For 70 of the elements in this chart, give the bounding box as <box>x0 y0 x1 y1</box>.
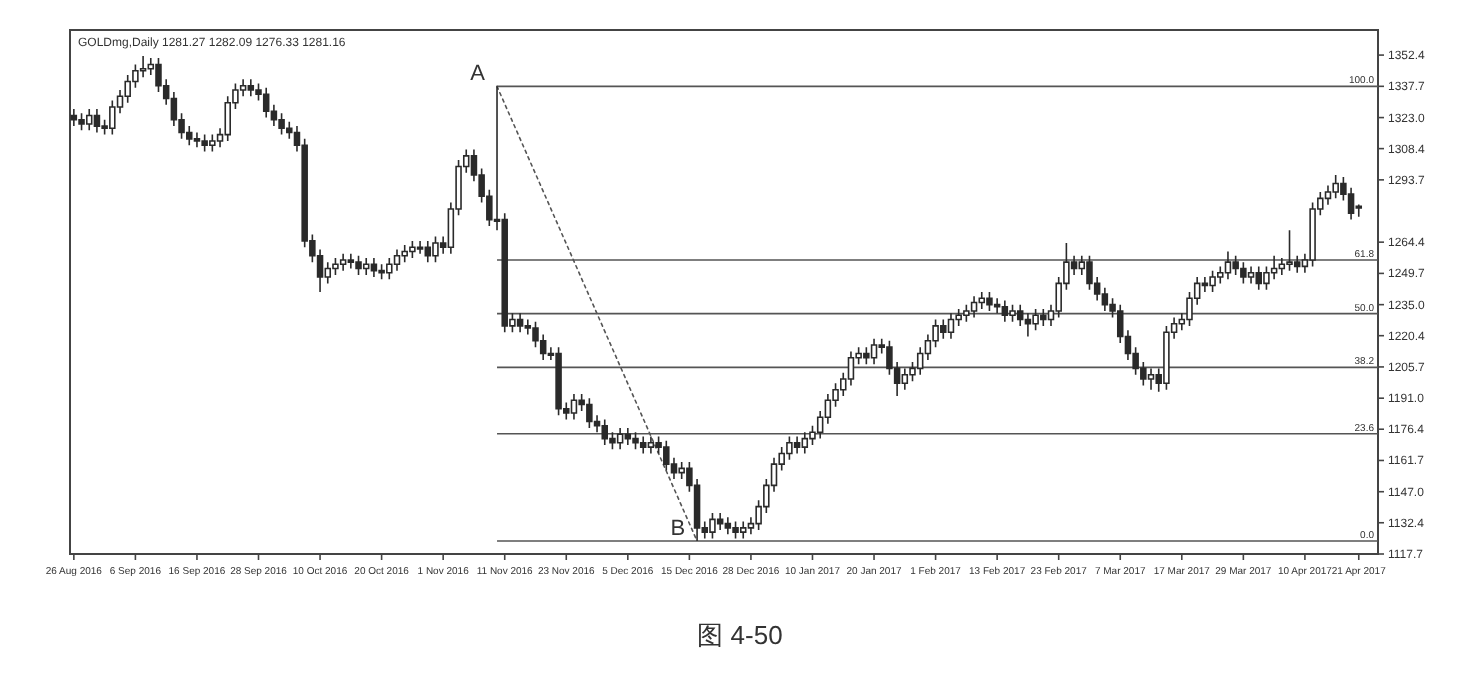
candlestick <box>401 244 408 263</box>
candlestick <box>709 512 716 540</box>
annotation: A <box>470 62 487 87</box>
candlestick <box>247 78 255 98</box>
candlestick <box>870 337 878 365</box>
candlestick <box>986 291 993 312</box>
candlestick <box>278 112 285 136</box>
candlestick <box>209 133 216 153</box>
candlestick <box>1247 265 1255 285</box>
candlestick <box>647 435 655 455</box>
candlestick <box>1332 174 1339 200</box>
candlestick <box>332 257 339 276</box>
candlestick <box>970 295 978 319</box>
candlestick <box>947 312 955 340</box>
candlestick <box>370 257 378 278</box>
candlestick <box>1224 250 1232 280</box>
candlestick <box>1286 229 1293 272</box>
candlestick <box>362 257 370 276</box>
candlestick <box>624 427 632 446</box>
candlestick <box>732 520 739 540</box>
candlestick <box>70 108 78 127</box>
caption: 图 4-50 <box>697 620 783 650</box>
candlestick <box>1209 269 1216 293</box>
candlestick <box>570 393 578 421</box>
candlestick <box>1147 367 1155 391</box>
candlestick <box>339 252 347 272</box>
candlestick <box>940 318 947 340</box>
candlestick <box>632 431 639 450</box>
candlestick <box>355 254 362 276</box>
candlestick <box>601 418 608 446</box>
candlestick <box>555 346 562 416</box>
candlestick <box>724 516 732 536</box>
candlestick <box>1163 325 1170 391</box>
candlestick <box>586 397 593 429</box>
candlestick <box>863 346 870 365</box>
candlestick <box>262 87 270 119</box>
candlestick <box>1032 308 1039 331</box>
candlestick <box>663 439 670 472</box>
candlestick <box>432 235 439 263</box>
candlestick <box>1040 308 1047 327</box>
candlestick <box>516 312 524 334</box>
candlestick <box>1001 299 1009 323</box>
candlestick <box>424 240 432 263</box>
candlestick <box>409 240 416 259</box>
candlestick <box>963 303 970 323</box>
candlestick <box>378 263 385 280</box>
candlestick <box>1255 265 1262 291</box>
annotation: B <box>670 517 686 542</box>
candlestick <box>901 367 909 391</box>
candlestick <box>739 520 747 540</box>
candlestick <box>993 297 1001 314</box>
candlestick <box>716 512 724 531</box>
candlestick <box>1024 312 1032 338</box>
candlestick <box>347 252 355 270</box>
candlestick <box>1240 261 1247 285</box>
candlestick <box>193 131 201 149</box>
candlestick <box>978 291 986 310</box>
candlestick <box>393 248 401 272</box>
candlestick <box>1009 303 1016 323</box>
candlestick <box>793 435 801 455</box>
candlestick <box>1232 254 1239 276</box>
candlestick <box>93 108 101 134</box>
candlestick <box>85 108 93 132</box>
candlestick <box>386 257 393 280</box>
candlestick <box>616 427 624 450</box>
candlestick <box>416 240 424 255</box>
candlestick <box>201 133 208 153</box>
candlestick <box>78 112 85 132</box>
candlestick <box>801 431 809 455</box>
candlestick <box>639 435 647 455</box>
